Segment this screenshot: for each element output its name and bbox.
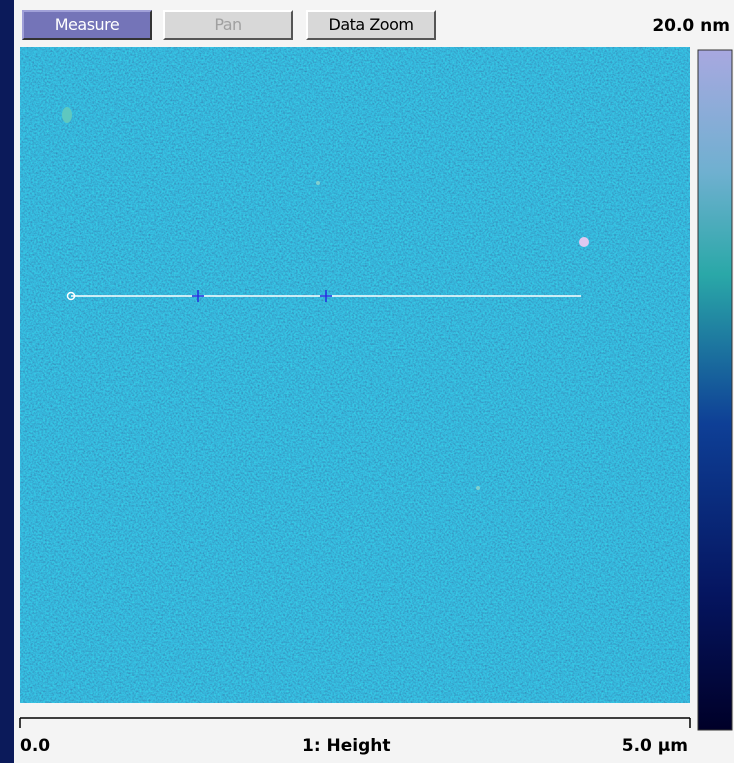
scale-title: 1: Height xyxy=(302,736,391,756)
particle xyxy=(316,181,320,185)
colorbar xyxy=(698,50,732,730)
particle xyxy=(62,107,72,123)
particle xyxy=(579,237,589,247)
particle xyxy=(476,486,480,490)
scale-end: 5.0 µm xyxy=(622,736,688,756)
scale-bar xyxy=(20,718,690,728)
height-texture xyxy=(20,47,690,703)
scale-start: 0.0 xyxy=(20,736,50,756)
screen: Measure Pan Data Zoom 20.0 nm 0.0 1: Hei… xyxy=(0,0,734,763)
image-view xyxy=(0,0,734,763)
